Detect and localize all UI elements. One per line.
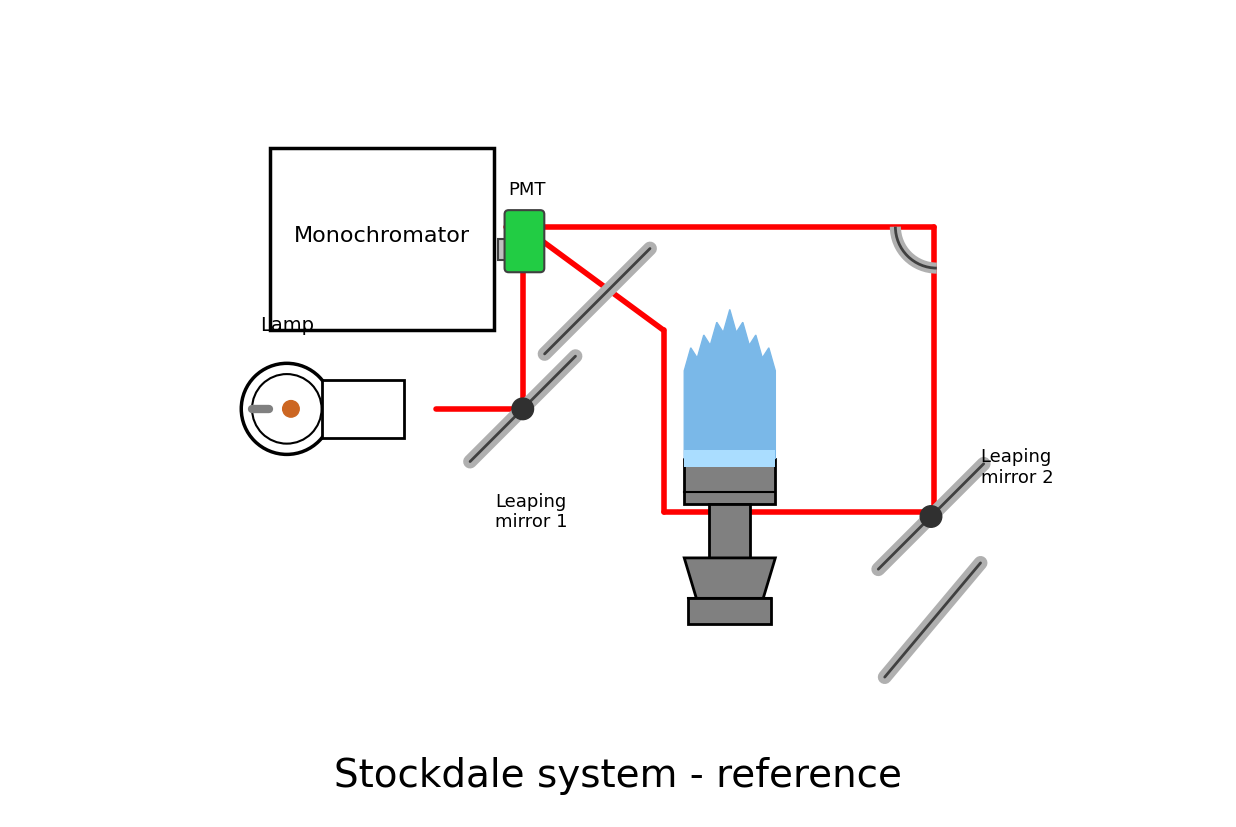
FancyBboxPatch shape — [709, 504, 750, 562]
FancyBboxPatch shape — [271, 149, 494, 331]
Circle shape — [241, 364, 332, 455]
Circle shape — [252, 375, 321, 444]
Text: PMT: PMT — [508, 180, 545, 198]
Circle shape — [921, 506, 942, 528]
Text: Leaping
mirror 1: Leaping mirror 1 — [494, 492, 567, 531]
Text: Monochromator: Monochromator — [294, 226, 470, 246]
Text: Lamp: Lamp — [260, 316, 314, 335]
Text: Leaping
mirror 2: Leaping mirror 2 — [980, 448, 1053, 486]
Polygon shape — [685, 558, 775, 600]
FancyBboxPatch shape — [504, 211, 544, 273]
FancyBboxPatch shape — [685, 451, 775, 467]
FancyBboxPatch shape — [498, 240, 510, 261]
Polygon shape — [685, 310, 775, 459]
Text: Stockdale system - reference: Stockdale system - reference — [334, 756, 902, 794]
FancyBboxPatch shape — [685, 459, 775, 504]
FancyBboxPatch shape — [321, 380, 404, 438]
Circle shape — [283, 401, 299, 418]
Circle shape — [512, 399, 534, 420]
FancyBboxPatch shape — [688, 598, 771, 624]
